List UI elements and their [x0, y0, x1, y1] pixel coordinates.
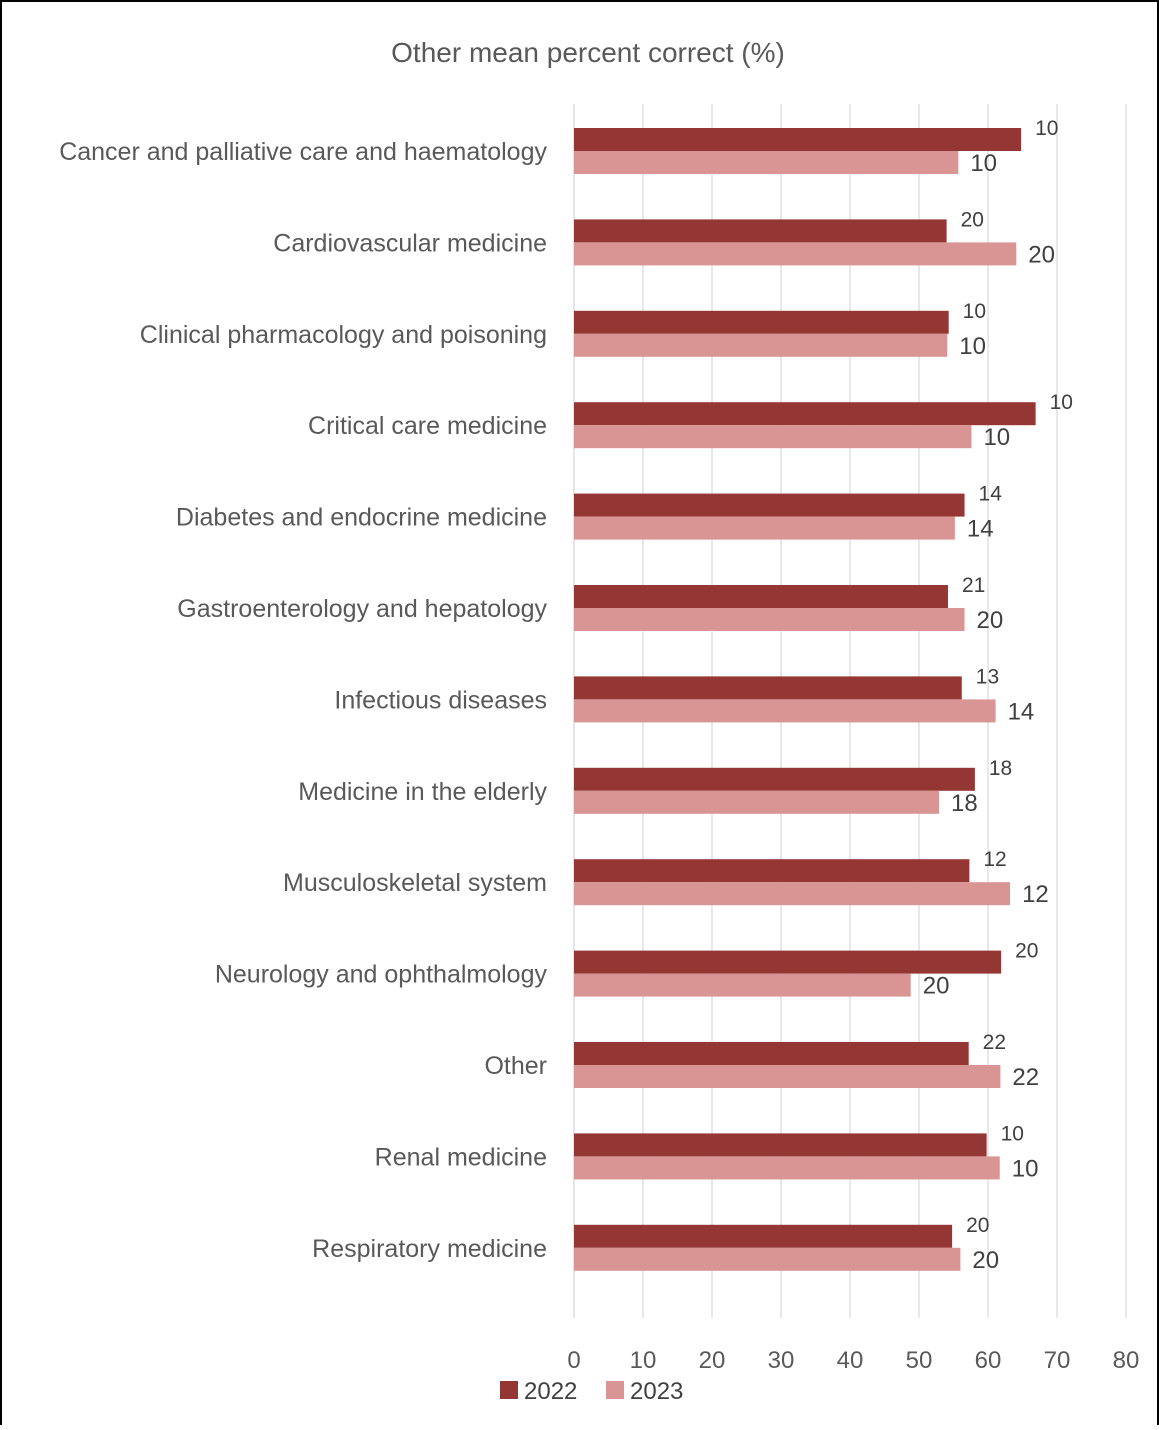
data-label-2022: 20 [1015, 940, 1038, 963]
data-label-2023: 22 [1012, 1064, 1039, 1091]
bar-2022 [574, 1224, 953, 1248]
bar-2022 [574, 767, 975, 791]
data-label-2023: 10 [970, 150, 997, 177]
category-label: Renal medicine [375, 1143, 547, 1171]
data-label-2023: 20 [972, 1247, 999, 1274]
x-tick-label: 20 [699, 1347, 726, 1374]
bar-2023 [574, 608, 965, 631]
bar-2023 [574, 1247, 961, 1271]
category-label: Respiratory medicine [312, 1235, 547, 1263]
data-label-2022: 21 [962, 574, 985, 597]
x-tick-label: 50 [906, 1347, 933, 1374]
bar-2023 [574, 1065, 1001, 1088]
data-label-2023: 10 [959, 333, 986, 360]
bar-2023 [574, 425, 972, 449]
bars [574, 128, 1036, 1271]
data-label-2022: 20 [961, 208, 984, 231]
data-label-2022: 20 [966, 1214, 989, 1237]
data-label-2023: 20 [977, 607, 1004, 634]
bar-2022 [574, 493, 965, 517]
category-label: Clinical pharmacology and poisoning [140, 321, 547, 349]
data-label-2023: 12 [1022, 881, 1049, 908]
bar-2022 [574, 950, 1002, 974]
category-label: Critical care medicine [308, 412, 547, 440]
data-label-2022: 14 [979, 483, 1003, 506]
data-label-2022: 10 [1050, 391, 1073, 414]
data-label-2023: 20 [923, 973, 950, 1000]
data-label-2023: 10 [1012, 1155, 1039, 1182]
x-tick-label: 10 [630, 1347, 657, 1374]
category-label: Cardiovascular medicine [273, 229, 547, 257]
data-label-2023: 10 [983, 424, 1010, 451]
legend: 2022 2023 [500, 1378, 683, 1405]
category-label: Gastroenterology and hepatology [177, 595, 547, 623]
bar-2022 [574, 128, 1022, 151]
bar-2022 [574, 859, 970, 883]
data-label-2023: 20 [1028, 241, 1055, 268]
data-label-2022: 13 [976, 665, 999, 688]
legend-label-2023: 2023 [630, 1378, 683, 1405]
data-label-2022: 10 [1001, 1122, 1024, 1145]
x-tick-label: 80 [1113, 1347, 1140, 1374]
data-labels: 10 10 20 20 10 10 10 10 14 14 21 20 13 14 18 18 12 12 20 20… [923, 117, 1073, 1274]
data-label-2023: 14 [967, 516, 994, 543]
data-label-2022: 10 [1035, 117, 1058, 140]
legend-label-2022: 2022 [524, 1378, 577, 1405]
category-label: Neurology and ophthalmology [215, 961, 548, 989]
data-label-2022: 18 [989, 757, 1012, 780]
bar-2023 [574, 882, 1011, 906]
bar-2022 [574, 585, 948, 608]
x-tick-label: 0 [567, 1347, 580, 1374]
bar-2022 [574, 402, 1036, 426]
legend-swatch-2023 [606, 1381, 624, 1399]
x-tick-label: 60 [975, 1347, 1002, 1374]
bar-2023 [574, 1156, 1000, 1180]
bar-2022 [574, 1133, 987, 1157]
bar-2023 [574, 973, 911, 997]
bar-2022 [574, 219, 947, 243]
category-labels: Cancer and palliative care and haematolo… [59, 138, 547, 1263]
x-tick-label: 40 [837, 1347, 864, 1374]
data-label-2022: 22 [983, 1031, 1006, 1054]
legend-swatch-2022 [500, 1381, 518, 1399]
bar-2022 [574, 310, 949, 334]
category-label: Cancer and palliative care and haematolo… [59, 138, 547, 166]
bar-2023 [574, 699, 996, 723]
bar-2023 [574, 151, 959, 174]
x-tick-label: 70 [1044, 1347, 1071, 1374]
bar-2023 [574, 333, 948, 357]
bar-2023 [574, 790, 940, 814]
category-label: Diabetes and endocrine medicine [176, 504, 547, 532]
category-label: Infectious diseases [334, 686, 547, 714]
data-label-2022: 12 [983, 848, 1006, 871]
bar-2023 [574, 242, 1017, 266]
bar-2022 [574, 1042, 969, 1065]
x-axis-ticks: 0 10 20 30 40 50 60 70 80 [567, 1347, 1139, 1374]
data-label-2023: 18 [951, 790, 978, 817]
category-label: Medicine in the elderly [298, 778, 547, 806]
category-label: Other [484, 1052, 547, 1080]
chart-title: Other mean percent correct (%) [391, 37, 785, 68]
data-label-2022: 10 [963, 300, 986, 323]
data-label-2023: 14 [1008, 698, 1035, 725]
x-tick-label: 30 [768, 1347, 795, 1374]
category-label: Musculoskeletal system [283, 869, 547, 897]
bar-2022 [574, 676, 962, 700]
bar-2023 [574, 516, 955, 540]
